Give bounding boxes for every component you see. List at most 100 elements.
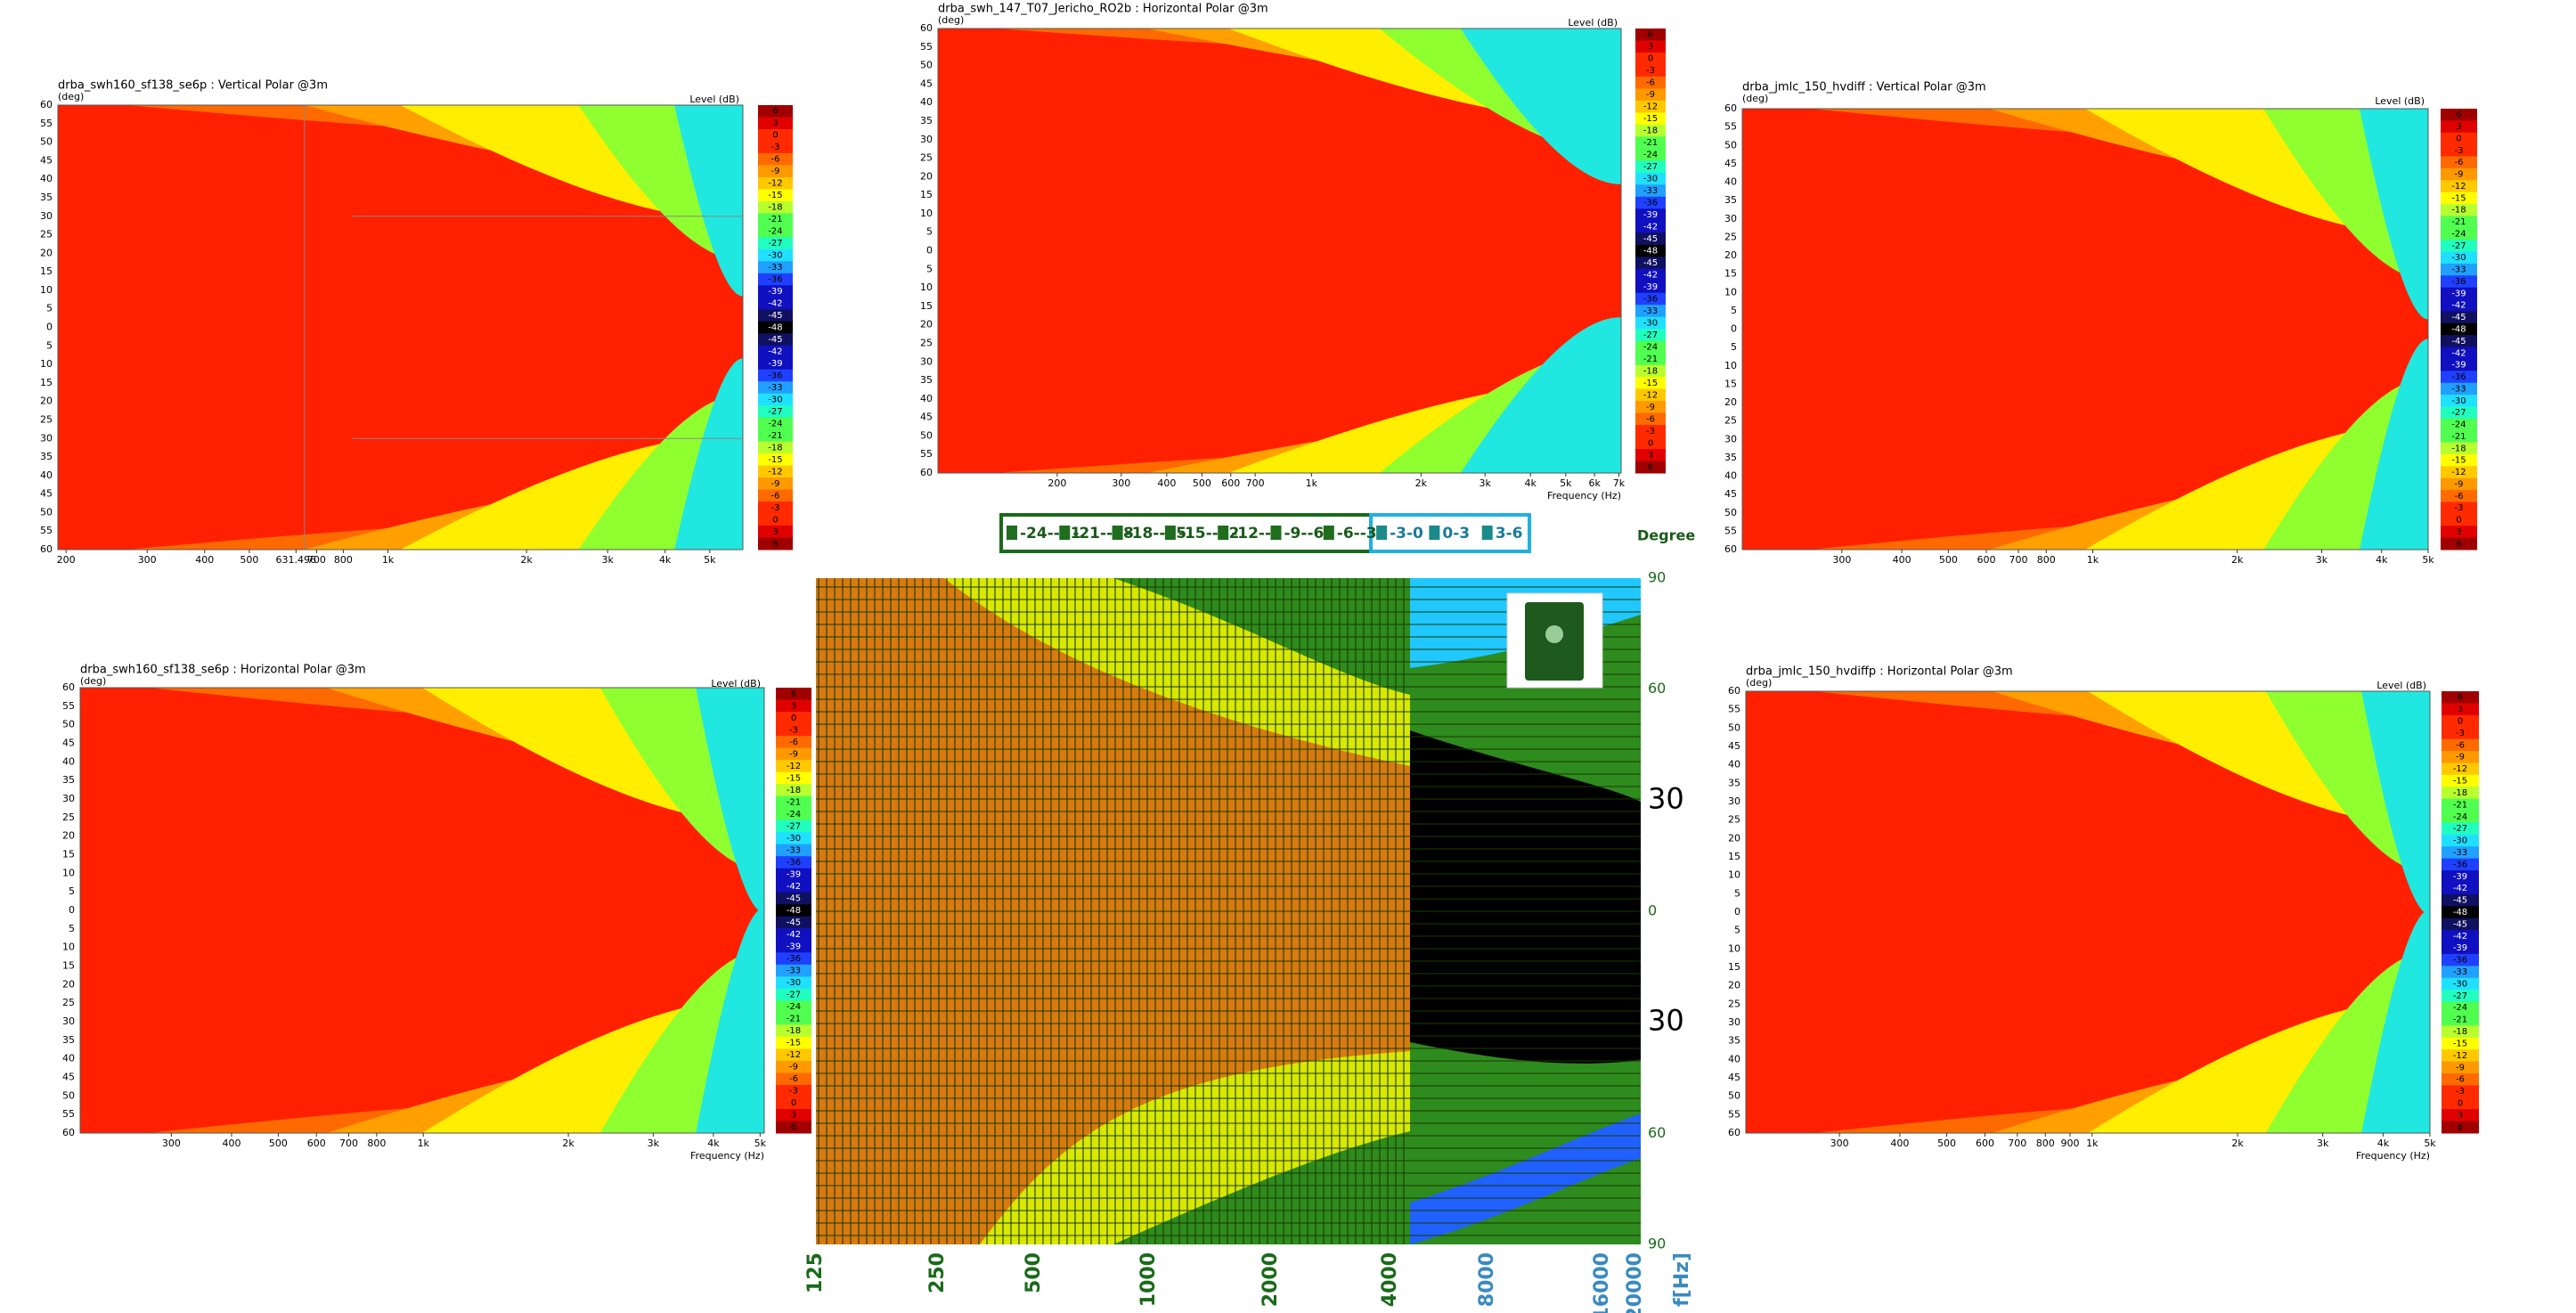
colorbar-label: -36 <box>2453 860 2467 869</box>
colorbar-cell <box>2441 1061 2479 1074</box>
y-tick-label: 55 <box>62 1108 75 1120</box>
x-tick-label: 800 <box>367 1138 386 1149</box>
y-tick-label: 10 <box>1728 869 1740 881</box>
colorbar-cell <box>776 1084 811 1097</box>
colorbar-label: -33 <box>2453 967 2467 977</box>
colorbar-label: -48 <box>787 906 801 916</box>
panel-title: drba_jmlc_150_hvdiff : Vertical Polar @3… <box>1742 81 1986 94</box>
y-tick-label: 40 <box>1728 759 1740 771</box>
colorbar-label: -45 <box>768 335 782 345</box>
colorbar-cell <box>2441 144 2477 158</box>
colorbar-cell <box>1635 353 1666 366</box>
y-unit: (deg) <box>1746 677 1772 689</box>
colorbar-label: -18 <box>768 443 782 453</box>
colorbar-cell <box>776 880 811 893</box>
y-tick-label: 40 <box>40 173 53 184</box>
colorbar-label: -6 <box>789 738 798 747</box>
y-tick-label: 30 <box>1724 213 1737 224</box>
colorbar-cell <box>758 537 793 550</box>
panel-title: drba_jmlc_150_hvdiffp : Horizontal Polar… <box>1746 665 2013 679</box>
x-tick-label: 800 <box>2037 554 2056 566</box>
colorbar-cell <box>2441 192 2477 205</box>
colorbar-label: -24 <box>2453 1003 2467 1013</box>
colorbar-cell <box>2441 774 2479 787</box>
y-tick-label: 40 <box>1724 470 1737 482</box>
colorbar-label: -45 <box>2451 337 2466 347</box>
y-axis-title: Degree <box>1637 527 1695 544</box>
colorbar-label: 3 <box>2458 1111 2463 1121</box>
y-tick-label: 25 <box>1728 998 1740 1009</box>
colorbar-cell <box>1635 257 1666 270</box>
y-tick-label: 15 <box>1728 961 1740 973</box>
x-tick-label: 400 <box>1157 477 1176 489</box>
contour-band <box>1460 29 1621 184</box>
colorbar-label: -18 <box>787 786 801 795</box>
y-tick-label: 10 <box>1724 286 1737 298</box>
colorbar-label: 0 <box>2456 134 2461 143</box>
x-tick-label: 4k <box>2377 1138 2390 1149</box>
colorbar-label: -36 <box>2453 956 2467 966</box>
colorbar-label: -39 <box>1643 282 1658 292</box>
colorbar-cell <box>1635 244 1666 257</box>
legend-swatch <box>1481 526 1493 540</box>
colorbar-label: -3 <box>2455 146 2464 156</box>
colorbar-cell <box>2441 132 2477 145</box>
colorbar-cell <box>2441 299 2477 312</box>
colorbar-label: 6 <box>2458 1122 2463 1132</box>
x-axis-label: Frequency (Hz) <box>2356 1150 2430 1162</box>
colorbar-cell <box>758 249 793 262</box>
colorbar-cell <box>758 333 793 347</box>
colorbar-label: 6 <box>791 1122 796 1132</box>
colorbar-label: -39 <box>2451 289 2466 298</box>
colorbar-cell <box>776 784 811 797</box>
colorbar-cell <box>2441 1037 2479 1050</box>
y-tick-label: 55 <box>40 525 53 536</box>
x-tick-label: 1000 <box>1137 1252 1160 1307</box>
colorbar-label: -21 <box>768 215 782 224</box>
colorbar-cell <box>1635 232 1666 246</box>
colorbar-label: -21 <box>1643 355 1658 364</box>
colorbar-cell <box>1635 220 1666 233</box>
colorbar-label: -6 <box>2455 492 2464 502</box>
y-tick-label: 30 <box>920 134 933 145</box>
legend-label: 3-6 <box>1496 525 1523 542</box>
colorbar-label: -39 <box>2453 872 2467 882</box>
y-tick-label: 35 <box>1728 1035 1740 1047</box>
legend-box <box>1369 513 1531 553</box>
colorbar-label: -27 <box>2453 991 2467 1001</box>
x-tick-label: 2000 <box>1259 1252 1282 1307</box>
colorbar-label: -9 <box>2455 479 2464 489</box>
x-tick-label: 600 <box>1221 477 1240 489</box>
y-tick-label: 5 <box>1731 341 1737 353</box>
x-tick-label: 20000 <box>1624 1252 1646 1313</box>
contour-band <box>2361 909 2430 1133</box>
colorbar-label: -15 <box>2451 456 2466 466</box>
colorbar-label: -24 <box>787 810 801 820</box>
colorbar-label: -6 <box>1646 414 1655 424</box>
x-tick-label: f[Hz] <box>1671 1252 1693 1307</box>
colorbar-cell <box>2441 906 2479 919</box>
colorbar-cell <box>1635 388 1666 402</box>
colorbar-cell <box>776 1012 811 1025</box>
colorbar-cell <box>776 868 811 881</box>
y-unit: (deg) <box>58 91 84 102</box>
y-tick-label: 30 <box>920 355 933 367</box>
y-tick-label: 35 <box>40 451 53 462</box>
colorbar-label: -9 <box>789 1063 798 1072</box>
colorbar-cell <box>2441 382 2477 396</box>
y-tick-label: 60 <box>920 22 933 34</box>
y-tick-label: 45 <box>1728 1072 1740 1083</box>
y-tick-label: 60 <box>1728 1127 1740 1138</box>
colorbar-label: -24 <box>768 227 782 237</box>
colorbar-label: -27 <box>1643 162 1658 172</box>
x-axis-label: Frequency (Hz) <box>690 1150 764 1162</box>
colorbar-cell <box>2441 335 2477 348</box>
colorbar-label: -33 <box>768 383 782 393</box>
y-tick-label: 60 <box>1728 685 1740 697</box>
level-label: Level (dB) <box>711 678 761 689</box>
colorbar-cell <box>2441 167 2477 181</box>
colorbar-label: -3 <box>1646 427 1655 436</box>
x-tick-label: 2k <box>1415 477 1428 489</box>
x-tick-label: 600 <box>307 1138 326 1149</box>
colorbar-label: 6 <box>772 539 778 549</box>
